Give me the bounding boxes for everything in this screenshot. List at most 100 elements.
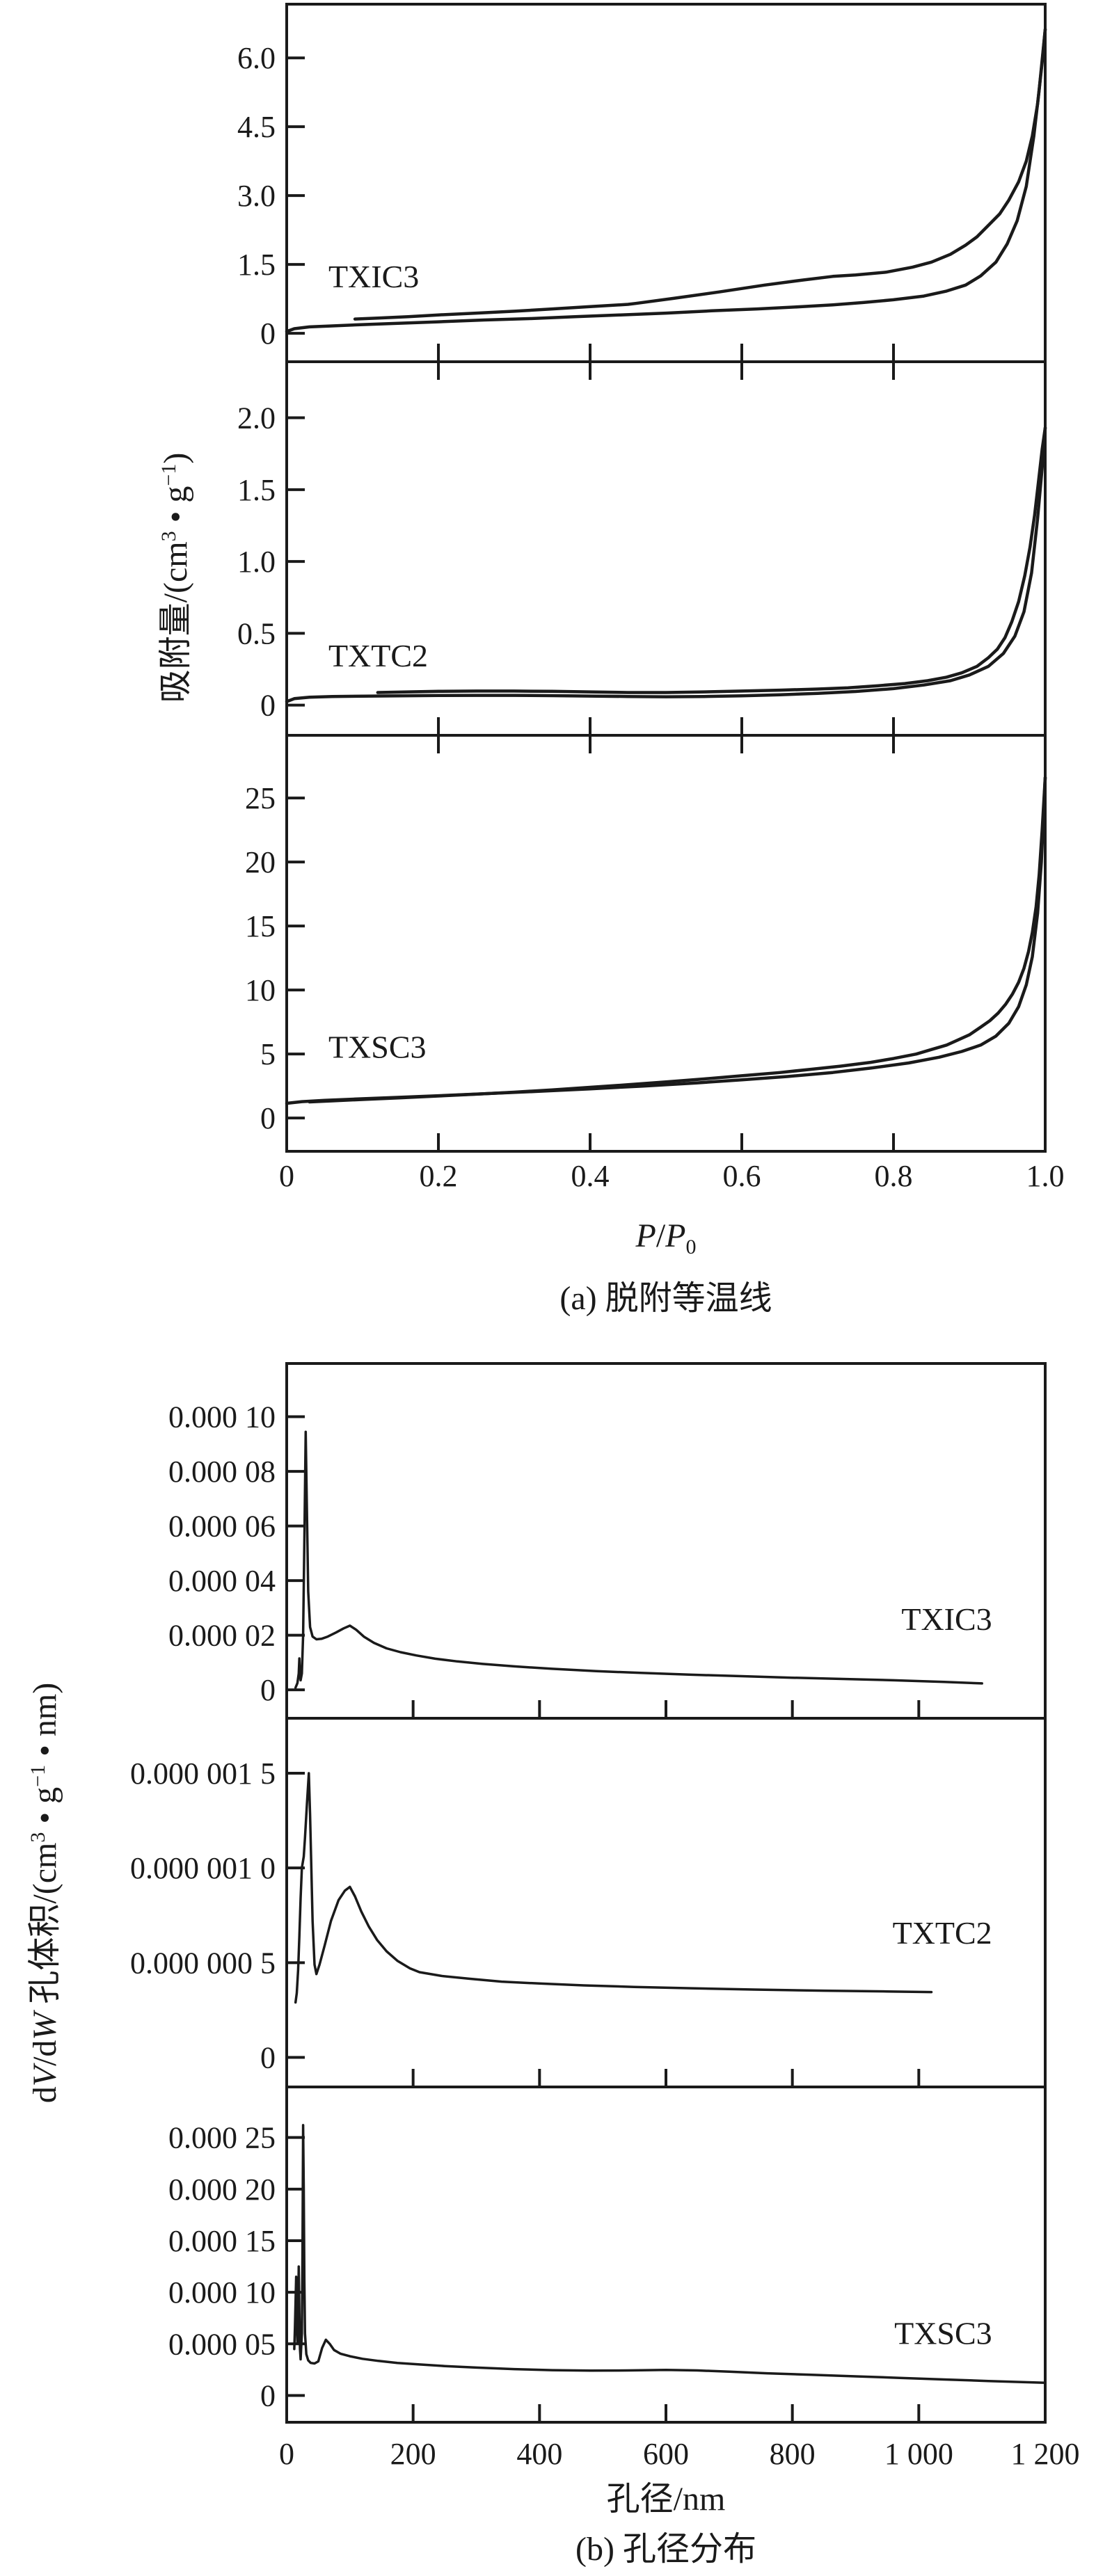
x-tick-label: 0.4 bbox=[571, 1159, 610, 1193]
y-tick-text: 0.000 04 bbox=[168, 1564, 276, 1598]
y-tick-text: 0.000 15 bbox=[168, 2224, 276, 2258]
y-tick-label: 10 bbox=[245, 973, 276, 1007]
x-tick-text: 0.2 bbox=[420, 1159, 458, 1193]
a-subplot-txic3: 6.0 4.5 3.0 1.5 0 TXIC3 bbox=[237, 3, 1047, 363]
y-tick-label: 0 bbox=[260, 689, 276, 723]
b-subplot-txtc2: 0.000 001 5 0.000 001 0 0.000 000 5 0 TXTC2 bbox=[130, 1717, 1047, 2088]
y-tick-label: 0.000 08 bbox=[168, 1455, 276, 1489]
y-tick-label: 0 bbox=[260, 2378, 276, 2413]
y-tick-label: 20 bbox=[245, 845, 276, 879]
panel-caption: (b) 孔径分布 bbox=[575, 2531, 756, 2568]
x-tick-label: 1 200 bbox=[1011, 2437, 1080, 2471]
x-tick-label: 1 000 bbox=[884, 2437, 953, 2471]
y-tick-label: 0.000 02 bbox=[168, 1619, 276, 1653]
y-tick-text: 0.000 10 bbox=[168, 1400, 276, 1434]
desorption-curve bbox=[376, 426, 1047, 694]
panel-caption-text: (b) 孔径分布 bbox=[575, 2531, 756, 2568]
label-fragment: / bbox=[656, 1217, 666, 1254]
y-tick-label: 1.5 bbox=[237, 248, 276, 282]
x-tick-label: 0.8 bbox=[875, 1159, 913, 1193]
sample-label: TXSC3 bbox=[894, 2315, 992, 2351]
plot-frame bbox=[285, 3, 1047, 363]
label-fragment: 3 bbox=[157, 531, 180, 541]
panel-caption: (a) 脱附等温线 bbox=[559, 1280, 772, 1317]
x-tick-label: 0.2 bbox=[420, 1159, 458, 1193]
y-tick-label: 0.000 001 0 bbox=[130, 1851, 276, 1885]
x-tick-label: 0 bbox=[279, 2437, 294, 2471]
y-tick-label: 3.0 bbox=[237, 179, 276, 213]
y-tick-text: 0.000 05 bbox=[168, 2327, 276, 2361]
x-tick-text: 600 bbox=[643, 2437, 689, 2471]
y-tick-label: 0 bbox=[260, 2041, 276, 2075]
x-tick-label: 0.6 bbox=[723, 1159, 761, 1193]
y-tick-text: 0 bbox=[260, 317, 276, 351]
sample-label-text: TXSC3 bbox=[894, 2315, 992, 2351]
x-tick-text: 0 bbox=[279, 1159, 294, 1193]
y-tick-text: 0.000 001 0 bbox=[130, 1851, 276, 1885]
sample-label: TXIC3 bbox=[328, 259, 419, 294]
x-tick-label: 200 bbox=[390, 2437, 436, 2471]
y-tick-text: 1.5 bbox=[237, 473, 276, 507]
y-tick-label: 0 bbox=[260, 317, 276, 351]
y-tick-text: 0.000 20 bbox=[168, 2173, 276, 2207]
desorption-curve bbox=[308, 776, 1047, 1104]
x-tick-text: 800 bbox=[770, 2437, 816, 2471]
b-subplot-txsc3: 0.000 25 0.000 20 0.000 15 0.000 10 0.000 05… bbox=[168, 2086, 1047, 2424]
y-tick-label: 0.5 bbox=[237, 616, 276, 650]
label-fragment: 孔体积/(cm bbox=[26, 1843, 63, 2013]
label-fragment: −1 bbox=[26, 1765, 49, 1787]
sample-label: TXTC2 bbox=[328, 638, 428, 673]
y-tick-text: 5 bbox=[260, 1037, 276, 1071]
y-tick-label: 15 bbox=[245, 909, 276, 943]
x-tick-text: 1.0 bbox=[1026, 1159, 1065, 1193]
label-fragment: 孔径/nm bbox=[607, 2481, 726, 2518]
plot-frame bbox=[285, 1362, 1047, 1720]
x-tick-label: 600 bbox=[643, 2437, 689, 2471]
y-tick-label: 0.000 04 bbox=[168, 1564, 276, 1598]
sample-label-text: TXTC2 bbox=[893, 1915, 992, 1951]
x-tick-label: 1.0 bbox=[1026, 1159, 1065, 1193]
y-tick-text: 25 bbox=[245, 781, 276, 815]
label-fragment: • nm) bbox=[26, 1683, 63, 1765]
x-tick-text: 200 bbox=[390, 2437, 436, 2471]
panel-caption-text: (a) 脱附等温线 bbox=[559, 1280, 772, 1317]
y-tick-text: 0.000 000 5 bbox=[130, 1946, 276, 1980]
y-tick-text: 1.5 bbox=[237, 248, 276, 282]
y-tick-text: 0 bbox=[260, 2041, 276, 2075]
y-tick-text: 0.000 06 bbox=[168, 1510, 276, 1544]
y-tick-text: 6.0 bbox=[237, 41, 276, 75]
distribution-curve bbox=[293, 2124, 1047, 2385]
y-tick-text: 10 bbox=[245, 973, 276, 1007]
sample-label-text: TXTC2 bbox=[328, 638, 428, 673]
label-fragment: 0 bbox=[686, 1235, 697, 1258]
x-tick-text: 0 bbox=[279, 2437, 294, 2471]
y-tick-label: 6.0 bbox=[237, 41, 276, 75]
adsorption-curve bbox=[285, 28, 1047, 333]
y-tick-text: 3.0 bbox=[237, 179, 276, 213]
y-tick-text: 15 bbox=[245, 909, 276, 943]
y-tick-label: 0.000 10 bbox=[168, 1400, 276, 1434]
a-subplot-txtc2: 2.0 1.5 1.0 0.5 0 TXTC2 bbox=[237, 360, 1047, 737]
y-tick-text: 2.0 bbox=[237, 401, 276, 435]
a-subplot-txsc3: 25 20 15 10 5 0 TXSC3 bbox=[245, 734, 1047, 1153]
y-tick-text: 4.5 bbox=[237, 110, 276, 144]
b-subplot-txic3: 0.000 10 0.000 08 0.000 06 0.000 04 0.000 02… bbox=[168, 1362, 1047, 1720]
y-tick-label: 1.5 bbox=[237, 473, 276, 507]
sample-label: TXTC2 bbox=[893, 1915, 992, 1951]
y-tick-label: 0.000 06 bbox=[168, 1510, 276, 1544]
sample-label-text: TXSC3 bbox=[328, 1030, 427, 1065]
label-fragment: 吸附量/(cm bbox=[157, 541, 194, 703]
label-fragment: • g bbox=[157, 486, 194, 531]
y-tick-label: 0.000 05 bbox=[168, 2327, 276, 2361]
y-tick-label: 0.000 10 bbox=[168, 2275, 276, 2310]
distribution-curve bbox=[294, 1772, 933, 2004]
x-tick-text: 0.8 bbox=[875, 1159, 913, 1193]
label-fragment: • g bbox=[26, 1787, 63, 1832]
y-tick-label: 0 bbox=[260, 1673, 276, 1707]
sample-label: TXSC3 bbox=[328, 1030, 427, 1065]
label-fragment: /d bbox=[26, 2040, 63, 2066]
y-tick-label: 0.000 25 bbox=[168, 2121, 276, 2155]
x-tick-label: 400 bbox=[516, 2437, 562, 2471]
